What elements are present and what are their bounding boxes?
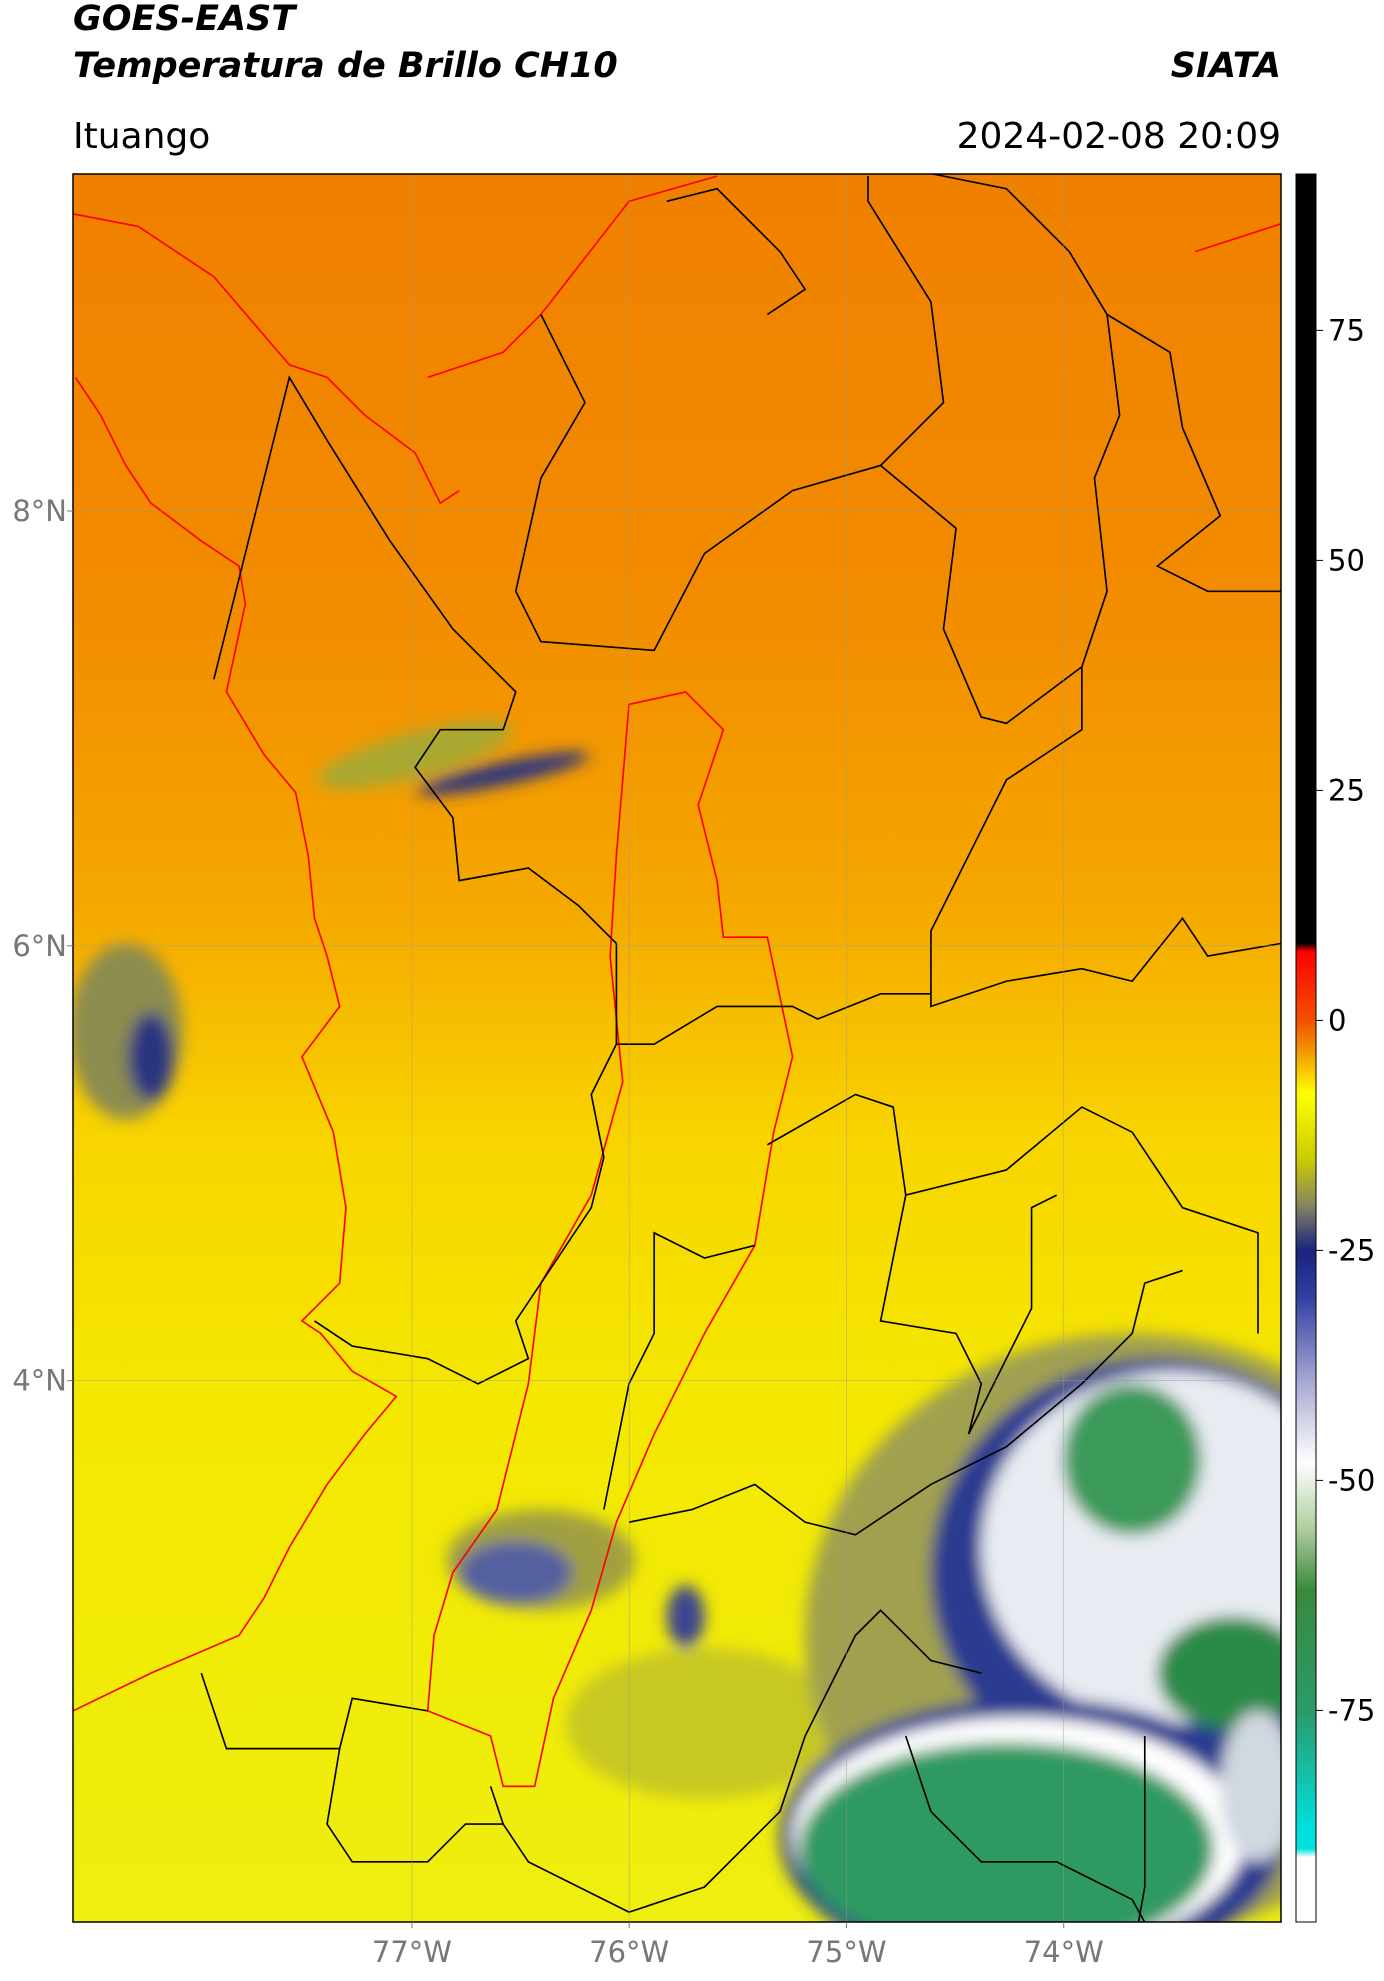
title: GOES-EAST <box>73 0 298 39</box>
y-tick-label: 6°N <box>12 929 67 963</box>
colorbar-tick-label: -50 <box>1328 1463 1375 1497</box>
subtitle: Temperatura de Brillo CH10 <box>73 46 618 86</box>
x-tick-label: 75°W <box>806 1935 886 1969</box>
location: Ituango <box>73 116 210 157</box>
map-area <box>73 174 1281 1922</box>
x-tick-label: 76°W <box>589 1935 669 1969</box>
map-frame <box>72 173 1282 1923</box>
colorbar-tick-label: -25 <box>1328 1233 1375 1267</box>
datetime: 2024-02-08 20:09 <box>957 116 1281 157</box>
colorbar-tick-label: 50 <box>1328 543 1365 577</box>
y-tick-label: 4°N <box>12 1364 67 1398</box>
colorbar-tick-label: 25 <box>1328 773 1365 807</box>
colorbar <box>1295 173 1317 1923</box>
borders <box>73 174 1281 1922</box>
colorbar-tick-label: 0 <box>1328 1003 1346 1037</box>
y-tick-label: 8°N <box>12 494 67 528</box>
x-tick-label: 77°W <box>372 1935 452 1969</box>
source: SIATA <box>1171 46 1281 86</box>
colorbar-tick-label: -75 <box>1328 1693 1375 1727</box>
x-tick-label: 74°W <box>1024 1935 1104 1969</box>
colorbar-tick-label: 75 <box>1328 313 1365 347</box>
cloud-field <box>73 720 1281 1922</box>
